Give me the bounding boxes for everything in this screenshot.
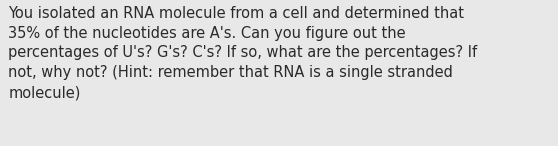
Text: You isolated an RNA molecule from a cell and determined that
35% of the nucleoti: You isolated an RNA molecule from a cell…	[8, 6, 478, 100]
